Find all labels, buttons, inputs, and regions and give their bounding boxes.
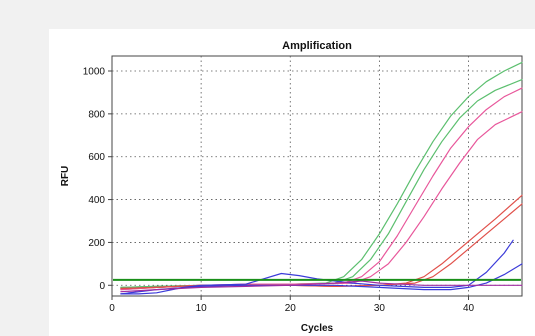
y-tick-label: 600 [88,152,105,163]
x-tick-label: 20 [285,303,297,314]
y-tick-label: 400 [88,195,105,206]
y-tick-label: 0 [99,281,105,292]
plot-area [111,55,523,297]
y-tick-label: 200 [88,238,105,249]
y-tick-label: 800 [88,109,105,120]
x-axis-label: Cycles [301,323,334,334]
series-line-9 [120,280,523,293]
chart-title: Amplification [282,40,352,52]
x-tick-label: 0 [109,303,115,314]
y-tick-label: 1000 [83,67,106,78]
y-axis-label: RFU [60,166,71,187]
x-tick-label: 10 [196,303,208,314]
series-line-8 [120,263,523,295]
x-tick-label: 30 [374,303,386,314]
x-tick-label: 40 [463,303,475,314]
